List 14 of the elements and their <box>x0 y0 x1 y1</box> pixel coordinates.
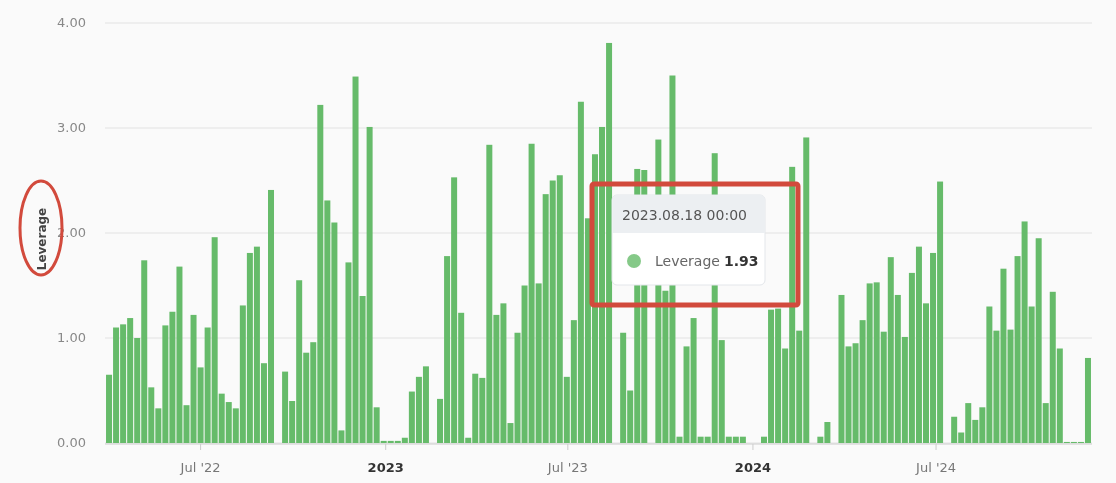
x-tick-label: 2023 <box>367 460 404 475</box>
y-tick-label: 3.00 <box>57 120 86 135</box>
annotation: 1.93 <box>724 253 759 269</box>
x-tick-label: Jul '24 <box>915 460 957 475</box>
y-tick-label: 4.00 <box>57 15 86 30</box>
y-axis-title: Leverage <box>35 207 49 271</box>
x-tick-label: 2024 <box>734 460 772 475</box>
x-tick-label: Jul '23 <box>546 460 588 475</box>
x-tick-label: Jul '22 <box>179 460 221 475</box>
bar <box>838 294 845 443</box>
legend-label: Leverage <box>655 253 720 269</box>
annotation: 2023.08.18 00:00 <box>622 207 747 223</box>
y-tick-label: 1.00 <box>57 330 86 345</box>
y-tick-label: 0.00 <box>57 435 86 450</box>
